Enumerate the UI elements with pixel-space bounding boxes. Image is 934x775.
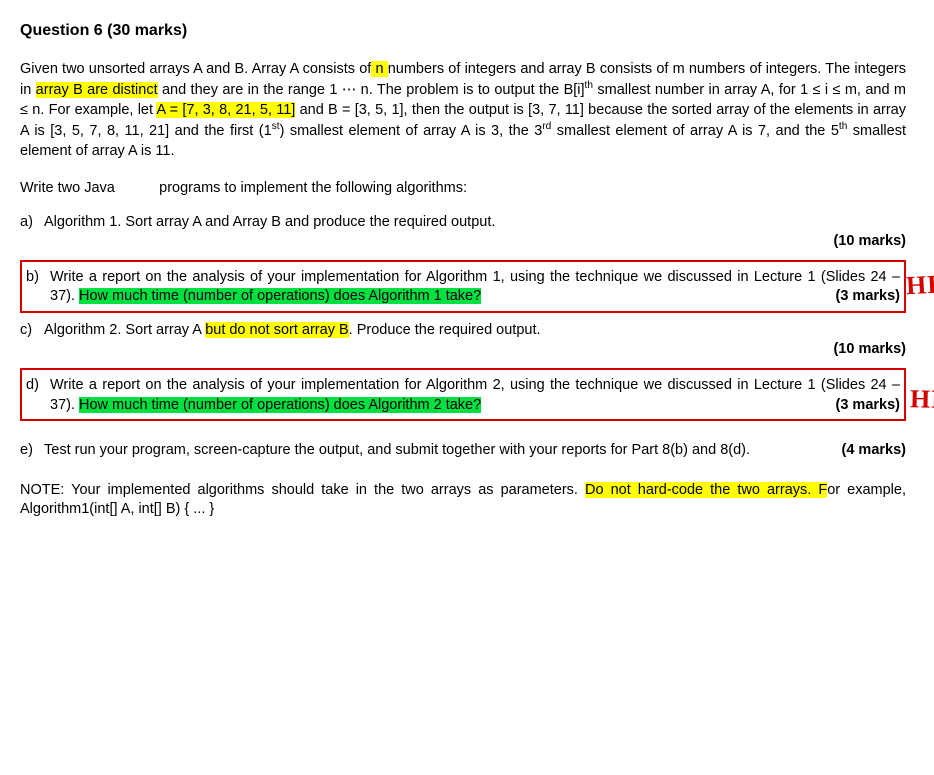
item-marks: (3 marks) bbox=[826, 396, 900, 416]
item-label: c) bbox=[20, 321, 44, 360]
instruction-text: programs to implement the following algo… bbox=[159, 180, 467, 196]
item-text: Algorithm 1. Sort array A and Array B an… bbox=[44, 214, 495, 230]
highlight-n: n bbox=[371, 61, 387, 77]
para-text: and they are in the range 1 ⋯ n. The pro… bbox=[158, 82, 585, 98]
item-marks: (4 marks) bbox=[832, 441, 906, 461]
superscript: st bbox=[272, 121, 280, 132]
item-body: Algorithm 2. Sort array A but do not sor… bbox=[44, 321, 906, 360]
item-body: Algorithm 1. Sort array A and Array B an… bbox=[44, 213, 906, 252]
highlight-array-b: array B are distinct bbox=[36, 82, 158, 98]
item-label: a) bbox=[20, 213, 44, 252]
para-text: smallest element of array A is 7, and th… bbox=[551, 123, 839, 139]
item-label: e) bbox=[20, 441, 44, 461]
item-marks: (10 marks) bbox=[823, 340, 906, 360]
item-e: e) Test run your program, screen-capture… bbox=[20, 441, 906, 461]
item-a: a) Algorithm 1. Sort array A and Array B… bbox=[20, 213, 906, 252]
note-text: NOTE: Your implemented algorithms should… bbox=[20, 482, 585, 498]
highlight-note: Do not hard-code the two arrays. F bbox=[585, 482, 827, 498]
highlight-do-not-sort: but do not sort array B bbox=[205, 322, 348, 338]
superscript-th: th bbox=[585, 80, 593, 91]
item-marks: (3 marks) bbox=[826, 287, 900, 307]
highlighted-box-b: HELP! b) Write a report on the analysis … bbox=[20, 260, 906, 313]
para-text: ) smallest element of array A is 3, the … bbox=[280, 123, 543, 139]
note-paragraph: NOTE: Your implemented algorithms should… bbox=[20, 481, 906, 520]
highlight-question-d: How much time (number of operations) doe… bbox=[79, 397, 481, 413]
help-annotation: HELP! bbox=[905, 264, 934, 303]
item-body: Write a report on the analysis of your i… bbox=[50, 376, 900, 415]
instruction-text: Write two Java bbox=[20, 180, 115, 196]
item-label: b) bbox=[26, 268, 50, 307]
item-text: Algorithm 2. Sort array A bbox=[44, 322, 205, 338]
highlight-question-b: How much time (number of operations) doe… bbox=[79, 288, 481, 304]
superscript: rd bbox=[542, 121, 551, 132]
instruction-line: Write two Java programs to implement the… bbox=[20, 179, 906, 199]
item-b: b) Write a report on the analysis of you… bbox=[26, 268, 900, 307]
item-text: Test run your program, screen-capture th… bbox=[44, 442, 750, 458]
highlight-array-a: A = [7, 3, 8, 21, 5, 11] bbox=[156, 102, 295, 118]
item-c: c) Algorithm 2. Sort array A but do not … bbox=[20, 321, 906, 360]
question-paragraph: Given two unsorted arrays A and B. Array… bbox=[20, 60, 906, 161]
item-text: . Produce the required output. bbox=[349, 322, 541, 338]
item-label: d) bbox=[26, 376, 50, 415]
question-title: Question 6 (30 marks) bbox=[20, 20, 906, 42]
item-body: Write a report on the analysis of your i… bbox=[50, 268, 900, 307]
highlighted-box-d: HELP! d) Write a report on the analysis … bbox=[20, 368, 906, 421]
item-body: Test run your program, screen-capture th… bbox=[44, 441, 906, 461]
para-text: Given two unsorted arrays A and B. Array… bbox=[20, 61, 371, 77]
item-marks: (10 marks) bbox=[823, 232, 906, 252]
help-annotation: HELP! bbox=[909, 381, 934, 418]
item-d: d) Write a report on the analysis of you… bbox=[26, 376, 900, 415]
